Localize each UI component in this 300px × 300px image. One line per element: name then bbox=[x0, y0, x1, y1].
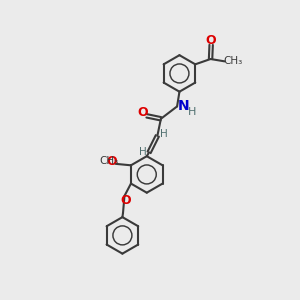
Text: O: O bbox=[106, 155, 116, 168]
Text: O: O bbox=[137, 106, 148, 119]
Text: N: N bbox=[178, 99, 189, 113]
Text: CH₃: CH₃ bbox=[99, 157, 119, 166]
Text: H: H bbox=[139, 147, 146, 157]
Text: O: O bbox=[206, 34, 217, 47]
Text: H: H bbox=[160, 129, 168, 140]
Text: O: O bbox=[120, 194, 131, 207]
Text: H: H bbox=[188, 107, 196, 117]
Text: CH₃: CH₃ bbox=[223, 56, 243, 66]
